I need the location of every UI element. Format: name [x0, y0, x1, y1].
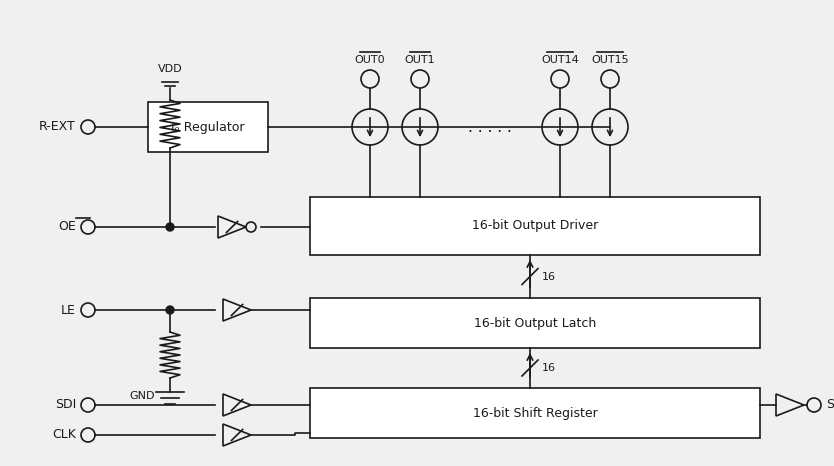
Text: OUT1: OUT1	[404, 55, 435, 65]
Text: GND: GND	[129, 391, 155, 401]
Bar	[148, 102, 268, 152]
Text: 16: 16	[542, 363, 556, 373]
Text: 16-bit Shift Register: 16-bit Shift Register	[473, 406, 597, 419]
Text: 16: 16	[542, 272, 556, 281]
Circle shape	[166, 223, 174, 231]
Bar	[310, 197, 760, 255]
Text: R-EXT: R-EXT	[39, 121, 76, 133]
Text: Iₒ Regulator: Iₒ Regulator	[171, 121, 244, 133]
Text: SDI: SDI	[55, 398, 76, 411]
Circle shape	[166, 306, 174, 314]
Text: OUT14: OUT14	[541, 55, 579, 65]
Bar	[310, 388, 760, 438]
Text: CLK: CLK	[52, 429, 76, 441]
Text: OE: OE	[58, 220, 76, 233]
Text: 16-bit Output Driver: 16-bit Output Driver	[472, 219, 598, 233]
Text: 16-bit Output Latch: 16-bit Output Latch	[474, 316, 596, 329]
Text: OUT0: OUT0	[354, 55, 385, 65]
Text: SDO: SDO	[826, 398, 834, 411]
Bar	[310, 298, 760, 348]
Text: OUT15: OUT15	[591, 55, 629, 65]
Text: . . . . .: . . . . .	[468, 119, 512, 135]
Text: LE: LE	[61, 303, 76, 316]
Text: VDD: VDD	[158, 64, 183, 74]
